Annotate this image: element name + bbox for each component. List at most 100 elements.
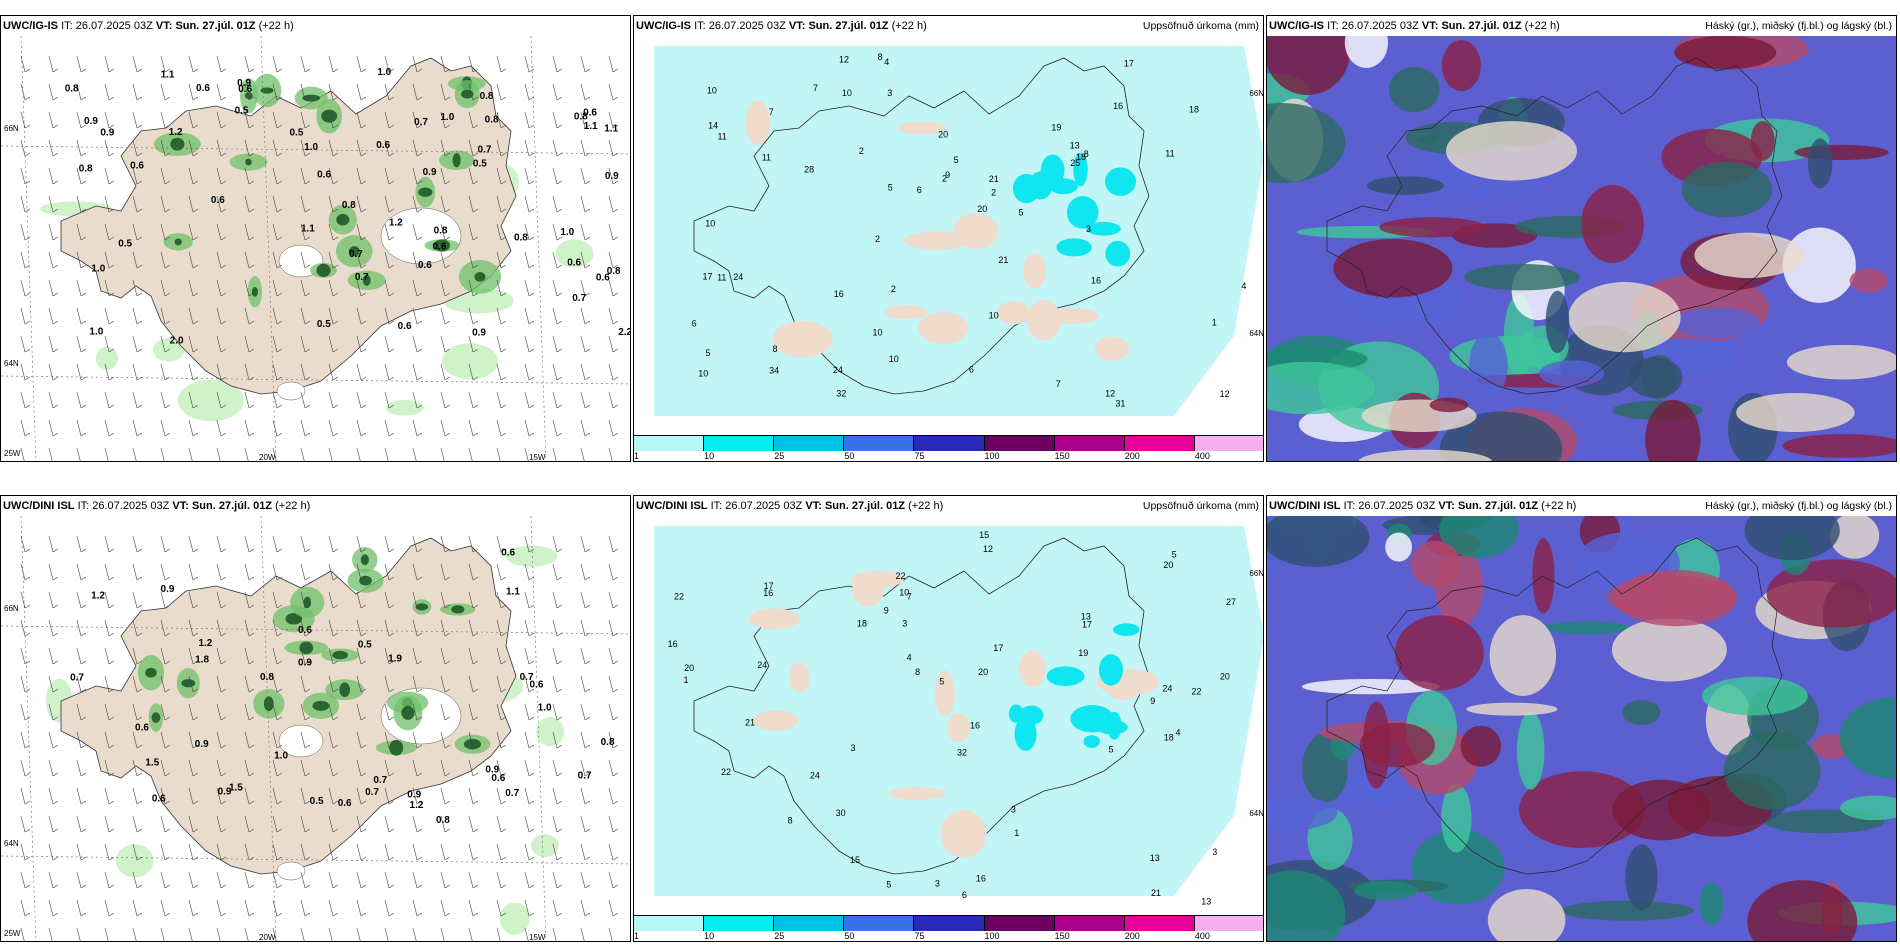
colorbar-tick: 400 [1194,451,1210,461]
accum-value-label: 8 [788,816,793,826]
precip-core [145,667,157,678]
accum-value-label: 5 [1019,208,1024,218]
wind-barb [328,279,339,297]
accum-value-label: 11 [762,153,771,163]
dry-area [1023,253,1046,289]
wind-barb [412,139,423,157]
wind-barb [356,535,367,553]
wind-barb [384,787,395,805]
wind-barb [608,703,619,721]
accum-value-label: 10 [872,327,882,337]
wind-barb [328,251,339,269]
wind-barb [552,195,563,213]
accum-value-label: 14 [708,120,718,130]
wind-barb [20,251,31,269]
wind-barb [216,787,227,805]
wind-barb [580,871,591,889]
wind-barb [552,815,563,833]
dry-area [884,305,928,319]
wind-barb [76,55,87,73]
wind-barb [580,787,591,805]
cloud-area [1839,697,1896,779]
wind-barb [468,139,479,157]
wind-barb [20,447,30,461]
colorbar-swatch [984,916,1055,931]
wind-barb [468,843,479,861]
wind-barb [104,927,114,941]
wind-barb [76,591,87,609]
wind-barb [496,899,507,917]
wind-barb [412,335,423,353]
cloud-area [1358,449,1492,461]
precip-value-label: 0.8 [342,200,356,211]
wind-barb [468,307,479,325]
precip-value-label: 0.8 [260,672,274,683]
wind-barb [496,815,507,833]
wind-barb [272,899,283,917]
wind-barb [300,419,311,437]
wind-barb [580,447,590,461]
heavy-precip-area [1113,623,1140,637]
wind-barb [48,563,59,581]
wind-barb [328,647,339,665]
precip-value-label: 0.7 [373,775,387,786]
wind-barb [244,307,255,325]
wind-barb [244,139,255,157]
precip-value-label: 0.9 [407,790,421,801]
precip-value-label: 1.0 [304,142,318,153]
wind-barb [76,843,87,861]
precip-value-label: 0.5 [118,239,132,250]
wind-barb [552,139,563,157]
colorbar-tick: 75 [914,451,925,461]
graticule-line [20,36,37,461]
wind-barb [328,111,339,129]
wind-barb [356,591,367,609]
cloud-area [1301,678,1440,695]
precip-value-label: 0.8 [601,737,615,748]
wind-barb [440,279,451,297]
wind-barb [104,535,115,553]
wind-barb [104,335,115,353]
wind-barb [76,335,87,353]
wind-barb [580,647,591,665]
wind-barb [132,703,143,721]
wind-barb [188,251,199,269]
wind-barb [468,279,479,297]
cloud-area [1267,870,1346,941]
cloud-area [1439,516,1519,558]
cloud-area [1723,731,1821,810]
precip-value-label: 0.7 [578,771,592,782]
precip-core [174,238,182,246]
wind-barb [244,731,255,749]
wind-barb [496,307,507,325]
precip-value-label: 1.5 [145,757,159,768]
precip-value-label: 0.6 [398,321,412,332]
accum-value-label: 20 [1163,560,1173,570]
colorbar-swatch [774,436,845,451]
wind-barb [48,111,59,129]
precip-core [452,153,461,168]
dry-area [748,608,801,630]
wind-barb [524,363,535,381]
wind-barb [244,871,255,889]
wind-barb [580,675,591,693]
wind-barb [216,447,226,461]
dry-area [888,787,946,801]
wind-barb [160,871,171,889]
wind-barb [48,335,59,353]
colorbar-tick: 200 [1124,931,1140,941]
wind-barb [272,111,283,129]
wind-barb [524,55,535,73]
precip-area [505,545,558,567]
wind-barb [328,703,339,721]
wind-barb [132,167,143,185]
wind-barb [132,307,143,325]
precip-value-label: 1.8 [195,655,209,666]
wind-barb [244,563,255,581]
wind-barb [580,55,591,73]
wind-barb [76,871,87,889]
wind-barb [552,647,563,665]
wind-barb [468,899,479,917]
wind-barb [356,195,367,213]
cloud-area [1267,794,1338,832]
